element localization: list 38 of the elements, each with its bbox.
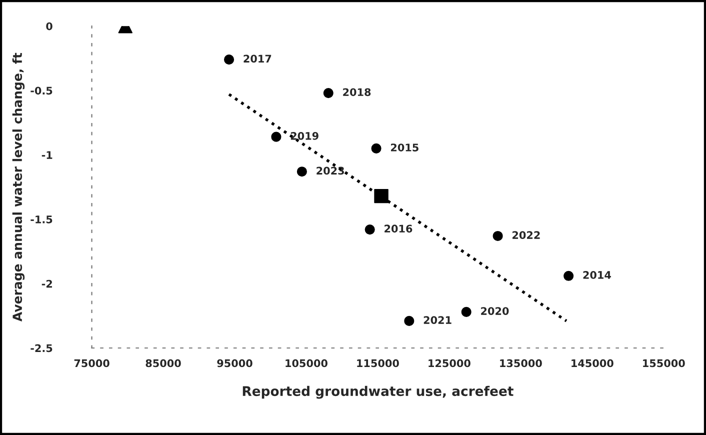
y-tick-label: -2 — [42, 280, 52, 288]
x-tick-label: 105000 — [286, 359, 328, 368]
annotation: 2023 — [316, 166, 344, 175]
annotation: 2014 — [583, 271, 611, 279]
annotation: 2017 — [244, 54, 272, 63]
y-tick-label: -2.5 — [30, 344, 52, 352]
point — [364, 224, 375, 235]
y-tick-label: 0 — [46, 22, 52, 30]
annotation: 2020 — [481, 307, 509, 315]
annotation: 2019 — [290, 132, 318, 140]
point — [374, 188, 388, 204]
point — [564, 270, 574, 281]
point — [404, 316, 414, 326]
annotation: 2022 — [512, 231, 540, 239]
point — [323, 88, 334, 98]
annotation: 2015 — [390, 144, 418, 152]
point — [271, 132, 282, 142]
annotation: 2018 — [343, 88, 371, 96]
y-axis-title: Average annual water level change, ft — [12, 52, 25, 322]
annotation: 2021 — [424, 316, 452, 324]
x-axis-title: Reported groundwater use, acrefeet — [242, 386, 514, 399]
x-tick-label: 95000 — [217, 359, 252, 368]
y-tick-label: -1 — [42, 151, 52, 159]
point — [296, 166, 307, 177]
x-tick-label: 115000 — [357, 359, 399, 368]
annotation: 2016 — [384, 224, 412, 233]
x-tick-label: 85000 — [146, 359, 181, 368]
x-tick-label: 155000 — [643, 359, 685, 368]
x-tick-label: 75000 — [74, 359, 110, 368]
x-tick-label: 125000 — [428, 359, 470, 368]
point — [224, 54, 234, 65]
x-tick-label: 135000 — [500, 359, 542, 368]
y-tick-label: -1.5 — [30, 216, 52, 224]
x-tick-label: 145000 — [572, 359, 614, 368]
point — [461, 306, 472, 317]
point — [492, 230, 503, 242]
point — [371, 143, 382, 154]
y-tick-label: -0.5 — [30, 86, 52, 95]
